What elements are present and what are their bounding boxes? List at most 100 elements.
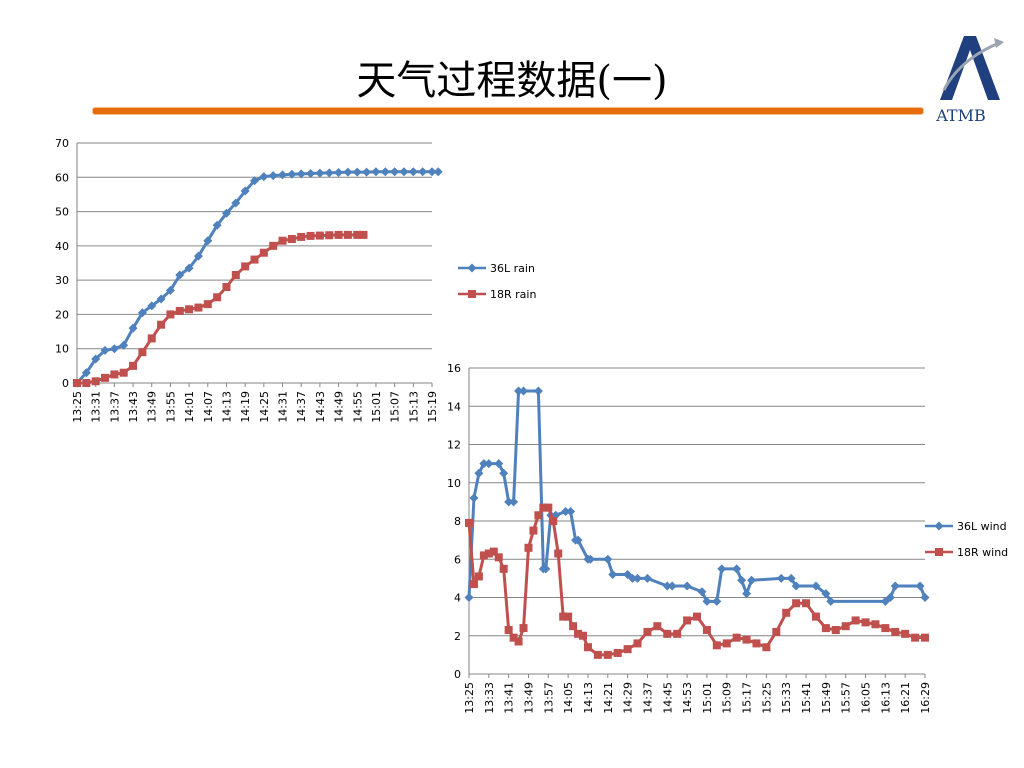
wind-data-point: [544, 503, 553, 512]
wind-data-point: [683, 616, 692, 625]
wind-data-point: [573, 535, 583, 545]
rain-data-point: [399, 167, 409, 177]
wind-data-point: [821, 624, 830, 633]
rain-data-point: [91, 377, 100, 386]
wind-x-tick-label: 14:29: [622, 682, 635, 714]
wind-data-point: [717, 564, 727, 574]
rain-data-point: [306, 169, 316, 179]
rain-legend-marker: [467, 263, 477, 273]
wind-x-tick-label: 15:25: [760, 682, 773, 714]
wind-data-point: [841, 622, 850, 631]
wind-data-point: [566, 506, 576, 516]
wind-data-point: [891, 627, 900, 636]
wind-data-point: [464, 593, 474, 602]
rain-data-point: [371, 167, 381, 177]
rain-data-point: [203, 236, 213, 246]
rain-data-point: [353, 230, 362, 239]
wind-data-point: [673, 629, 682, 638]
wind-data-point: [484, 549, 493, 558]
wind-data-point: [583, 643, 592, 652]
wind-data-point: [732, 633, 741, 642]
rain-data-point: [91, 354, 101, 364]
rain-data-point: [278, 236, 287, 245]
rain-data-point: [100, 345, 110, 355]
wind-data-point: [890, 581, 900, 591]
wind-y-tick-label: 6: [454, 553, 461, 566]
wind-y-tick-label: 2: [454, 630, 461, 643]
wind-data-point: [554, 549, 563, 558]
wind-data-point: [541, 564, 551, 574]
rain-data-point: [193, 251, 203, 261]
rain-data-point: [418, 167, 428, 177]
rain-y-tick-label: 50: [55, 206, 69, 219]
wind-data-point: [811, 612, 820, 621]
wind-data-point: [509, 497, 519, 507]
logo-text: ATMB: [936, 106, 986, 125]
wind-data-point: [802, 599, 811, 608]
rain-data-point: [352, 167, 362, 177]
wind-data-point: [742, 589, 752, 599]
rain-data-point: [156, 294, 166, 304]
wind-x-tick-label: 15:17: [741, 682, 754, 714]
wind-data-point: [514, 637, 523, 646]
wind-data-point: [712, 641, 721, 650]
wind-x-tick-label: 16:21: [899, 682, 912, 714]
rain-series-line-1: [75, 170, 439, 385]
wind-data-point: [613, 648, 622, 657]
wind-data-point: [772, 627, 781, 636]
atmb-logo-icon: [940, 36, 1004, 100]
wind-data-point: [921, 633, 929, 642]
wind-data-point: [747, 575, 757, 585]
wind-data-point: [786, 573, 796, 583]
wind-data-point: [569, 622, 578, 631]
rain-data-point: [433, 167, 443, 177]
wind-data-point: [519, 386, 529, 396]
rain-data-point: [250, 176, 259, 186]
rain-data-point: [315, 231, 324, 240]
rain-x-tick-label: 13:55: [164, 391, 177, 423]
wind-data-point: [633, 639, 642, 648]
rain-data-point: [128, 323, 138, 333]
rain-data-point: [315, 168, 325, 178]
rain-x-tick-label: 15:19: [426, 391, 439, 423]
rain-x-tick-label: 13:49: [146, 391, 159, 423]
wind-data-point: [811, 581, 821, 591]
rain-x-tick-label: 14:37: [295, 391, 308, 423]
wind-data-point: [494, 553, 503, 562]
rain-data-point: [306, 231, 315, 240]
rain-x-tick-label: 13:37: [108, 391, 121, 423]
rain-legend-marker: [468, 290, 476, 298]
wind-data-point: [776, 573, 786, 583]
wind-data-point: [494, 459, 504, 469]
wind-data-point: [826, 596, 836, 606]
wind-data-point: [881, 624, 890, 633]
wind-data-point: [533, 386, 543, 396]
wind-data-point: [642, 573, 652, 583]
rain-y-tick-label: 20: [55, 308, 69, 321]
wind-data-point: [489, 547, 498, 556]
wind-x-tick-label: 13:25: [463, 682, 476, 714]
wind-x-tick-label: 14:53: [681, 682, 694, 714]
wind-x-tick-label: 15:33: [780, 682, 793, 714]
wind-x-tick-label: 16:13: [879, 682, 892, 714]
rain-legend-label: 18R rain: [490, 288, 536, 301]
wind-data-point: [762, 643, 771, 652]
wind-x-tick-label: 15:57: [840, 682, 853, 714]
wind-x-tick-label: 14:37: [641, 682, 654, 714]
wind-data-point: [549, 517, 558, 525]
wind-data-point: [509, 633, 518, 642]
wind-x-tick-label: 14:05: [562, 682, 575, 714]
wind-data-point: [561, 506, 571, 516]
wind-y-tick-label: 4: [454, 592, 461, 605]
wind-data-point: [519, 624, 528, 633]
rain-data-point: [175, 307, 184, 315]
wind-data-point: [534, 511, 543, 520]
rain-data-point: [213, 293, 222, 302]
rain-x-tick-label: 14:43: [314, 391, 327, 423]
rain-data-point: [194, 303, 203, 312]
wind-data-point: [702, 626, 711, 635]
page-title: 天气过程数据(一): [356, 58, 668, 104]
rain-data-point: [268, 171, 278, 181]
